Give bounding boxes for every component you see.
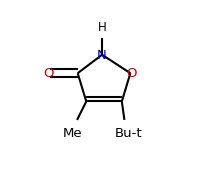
Text: H: H [97, 21, 106, 34]
Text: Bu-t: Bu-t [114, 127, 142, 140]
Text: O: O [125, 67, 136, 80]
Text: O: O [43, 67, 53, 80]
Text: Me: Me [62, 127, 82, 140]
Text: N: N [97, 49, 106, 62]
